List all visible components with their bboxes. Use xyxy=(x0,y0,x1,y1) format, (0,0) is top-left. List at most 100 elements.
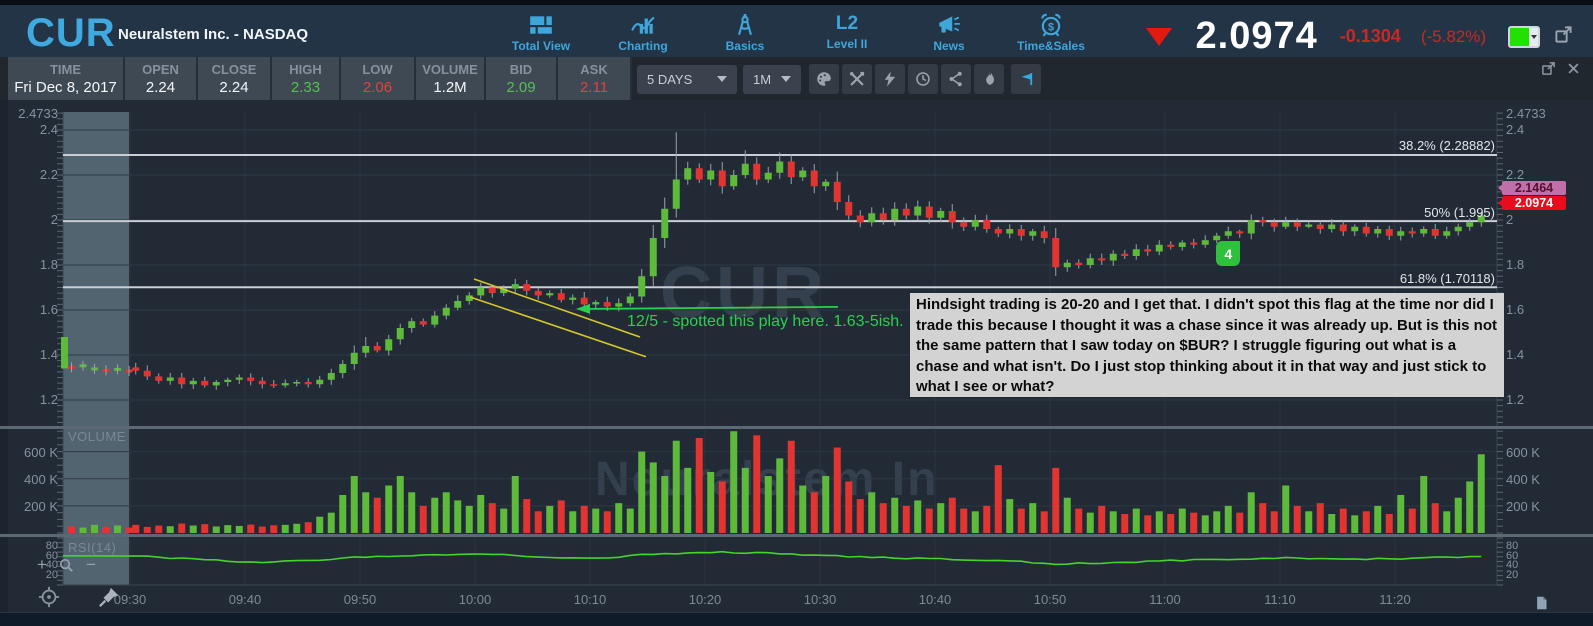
y-axis-label: 2 xyxy=(50,212,58,227)
stat-label: TIME xyxy=(49,62,82,77)
pin-icon[interactable] xyxy=(98,586,120,608)
x-axis-label: 10:40 xyxy=(918,592,952,607)
y-axis-label: 60 xyxy=(1506,549,1519,562)
interval-dropdown[interactable]: 1M xyxy=(743,64,801,94)
total-view-icon xyxy=(530,16,552,34)
y-axis-label: 2 xyxy=(1506,212,1514,227)
palette-button[interactable] xyxy=(809,64,839,94)
nav-level2[interactable]: L2 Level II xyxy=(811,12,883,53)
nav-total-view[interactable]: Total View xyxy=(505,12,577,53)
stat-bid: BID 2.09 xyxy=(486,57,558,100)
magnifier-icon[interactable] xyxy=(58,557,75,574)
nav-label: Time&Sales xyxy=(1017,39,1085,53)
market-status-dropdown[interactable] xyxy=(1508,25,1540,48)
panel-splitter-rsi[interactable] xyxy=(0,534,1593,537)
y-axis-label: 1.2 xyxy=(39,392,58,407)
chevron-down-icon xyxy=(781,76,791,82)
chart-window-controls xyxy=(1541,61,1581,76)
time-sales-clock-icon: $ xyxy=(1041,13,1061,37)
zoom-in-button[interactable]: + xyxy=(37,555,47,574)
y-axis-label: 2.4 xyxy=(39,122,58,137)
nav-basics[interactable]: Basics xyxy=(709,12,781,53)
price-tag-secondary: 2.1464 xyxy=(1498,181,1566,195)
lightning-icon xyxy=(884,71,896,87)
nav-charting[interactable]: Charting xyxy=(607,12,679,53)
price-down-arrow-icon xyxy=(1145,27,1172,46)
stat-ask: ASK 2.11 xyxy=(558,57,632,100)
y-axis-label: 1.8 xyxy=(39,257,58,272)
rsi-panel-label: RSI(14) xyxy=(68,540,117,555)
y-axis-label: 40 xyxy=(45,559,58,572)
crosshair-icon[interactable] xyxy=(38,586,60,608)
x-axis-label: 09:30 xyxy=(113,592,147,607)
y-axis-label: 40 xyxy=(1506,559,1519,572)
company-name: Neuralstem Inc. - NASDAQ xyxy=(118,26,309,43)
stat-value: 2.09 xyxy=(506,79,536,96)
nav-label: Basics xyxy=(725,39,765,53)
x-axis-label: 10:50 xyxy=(1033,592,1067,607)
y-axis-label: 400 K xyxy=(1506,471,1540,487)
top-bar: CUR Neuralstem Inc. - NASDAQ Total View … xyxy=(0,0,1593,57)
x-axis-label: 10:00 xyxy=(458,592,492,607)
nav-time-sales[interactable]: $ Time&Sales xyxy=(1015,12,1087,53)
ticker-symbol: CUR xyxy=(26,11,116,55)
x-axis-label: 10:30 xyxy=(803,592,837,607)
chart-left-edge xyxy=(0,100,8,612)
stat-label: VOLUME xyxy=(422,62,478,77)
y-axis-label: 2.2 xyxy=(39,167,58,182)
x-axis-label: 11:20 xyxy=(1379,592,1411,607)
watermark-ticker: CUR xyxy=(660,253,828,333)
fib-level-50: 50% (1.995) xyxy=(1424,205,1495,220)
news-megaphone-icon xyxy=(939,16,960,33)
share-button[interactable] xyxy=(941,64,971,94)
interval-value: 1M xyxy=(753,71,772,87)
stat-label: OPEN xyxy=(142,62,179,77)
nav-label: Level II xyxy=(826,37,868,51)
stat-value: 1.2M xyxy=(433,79,467,96)
x-axis-label: 11:10 xyxy=(1264,592,1296,607)
y-axis-label: 2.4733 xyxy=(1506,105,1546,121)
nav-news[interactable]: News xyxy=(913,12,985,53)
event-badge[interactable]: 4 xyxy=(1216,241,1241,267)
volume-panel-label: VOLUME xyxy=(68,429,126,444)
y-axis-label: 1.4 xyxy=(39,347,58,362)
range-dropdown[interactable]: 5 DAYS xyxy=(637,64,737,94)
y-axis-label: 200 K xyxy=(1506,498,1540,514)
panel-splitter-volume[interactable] xyxy=(0,426,1593,429)
save-page-icon[interactable] xyxy=(1534,595,1549,616)
x-axis-label: 09:40 xyxy=(228,592,262,607)
quick-trade-button[interactable] xyxy=(875,64,905,94)
close-icon[interactable] xyxy=(1566,61,1581,76)
charting-icon xyxy=(631,16,655,34)
popout-icon[interactable] xyxy=(1554,25,1573,49)
nav-label: News xyxy=(933,39,965,53)
stat-volume: VOLUME 1.2M xyxy=(416,57,486,100)
stat-label: CLOSE xyxy=(211,62,257,77)
y-axis-label: 2.2 xyxy=(1506,167,1525,182)
stat-high: HIGH 2.33 xyxy=(272,57,341,100)
stat-label: ASK xyxy=(580,62,608,77)
stat-value: 2.24 xyxy=(145,79,176,96)
chart-area[interactable]: CUR Neuralstem In 2.4733 2.4733 2.4 2.4 2.2 2… xyxy=(0,100,1593,612)
range-value: 5 DAYS xyxy=(647,71,693,87)
svg-text:$: $ xyxy=(1048,21,1054,33)
zoom-out-button[interactable]: − xyxy=(86,555,96,574)
hot-list-button[interactable] xyxy=(974,64,1004,94)
stat-value: 2.06 xyxy=(362,79,393,96)
history-clock-icon xyxy=(916,72,930,86)
y-axis-label: 60 xyxy=(45,549,58,562)
x-axis-label: 10:10 xyxy=(573,592,607,607)
y-axis-label: 1.2 xyxy=(1506,392,1525,407)
comment-annotation: Hindsight trading is 20-20 and I get tha… xyxy=(910,293,1504,397)
flag-button[interactable] xyxy=(1011,64,1041,94)
popout-chart-icon[interactable] xyxy=(1541,61,1556,76)
stat-label: LOW xyxy=(362,62,393,77)
basics-compass-icon xyxy=(738,13,752,36)
stat-value: 2.33 xyxy=(290,79,321,96)
quote-area: 2.0974 -0.1304 (-5.82%) xyxy=(1145,15,1573,58)
flame-icon xyxy=(986,71,994,85)
drawing-tools-button[interactable] xyxy=(842,64,872,94)
bottom-status-bar xyxy=(0,612,1593,626)
history-button[interactable] xyxy=(908,64,938,94)
